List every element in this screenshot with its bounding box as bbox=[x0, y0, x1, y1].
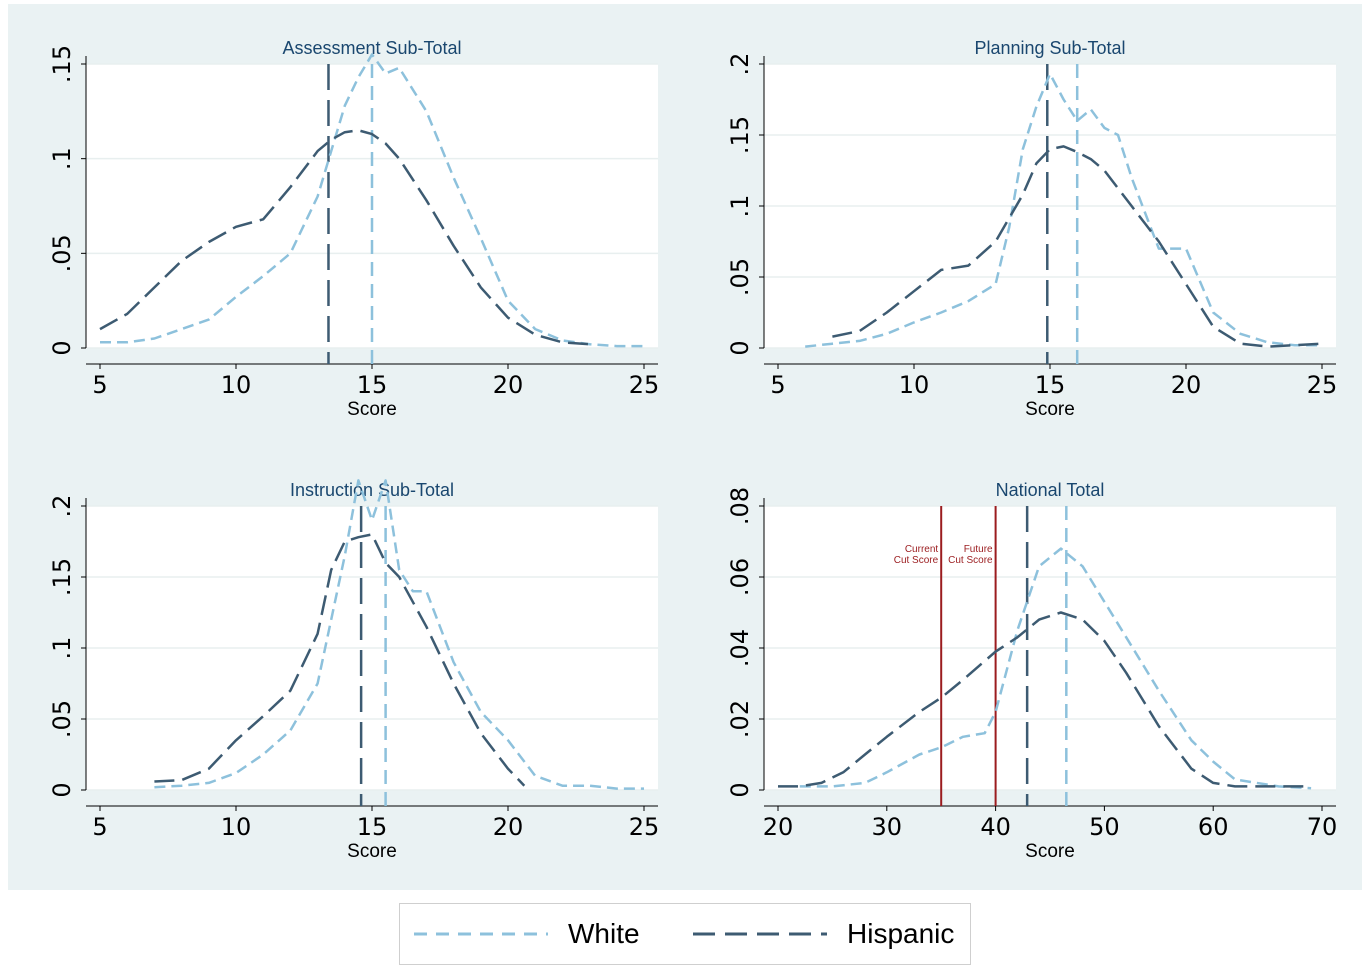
x-tick-label: 15 bbox=[357, 813, 388, 841]
x-tick-label: 10 bbox=[221, 371, 252, 399]
chart-assessment-subtotal: 0 .05 .1 .15 5 10 15 20 25 Assessment Sub-Total Sc… bbox=[48, 38, 660, 420]
x-tick-label: 20 bbox=[493, 371, 524, 399]
y-tick-label: .15 bbox=[726, 116, 754, 154]
x-axis-label: Score bbox=[347, 841, 397, 862]
chart-title: Instruction Sub-Total bbox=[290, 480, 454, 500]
series-hispanic bbox=[99, 129, 590, 346]
x-tick-label: 15 bbox=[1035, 371, 1066, 399]
y-tick-label: 0 bbox=[726, 782, 754, 797]
cut-score-label: Cut Score bbox=[948, 555, 993, 566]
cut-score-label: Future bbox=[964, 544, 993, 555]
x-tick-label: 60 bbox=[1198, 813, 1229, 841]
chart-planning-subtotal: 0 .05 .1 .15 .2 5 10 15 20 25 Planning Sub-Total Sc… bbox=[726, 38, 1338, 420]
x-tick-label: 25 bbox=[629, 371, 660, 399]
series-hispanic bbox=[778, 611, 1312, 788]
chart-national-total: 0 .02 .04 .06 .08 20 30 40 50 60 70 National Total S… bbox=[726, 480, 1338, 862]
chart-title: National Total bbox=[996, 480, 1105, 500]
legend: White Hispanic bbox=[399, 903, 971, 965]
x-tick-label: 10 bbox=[899, 371, 930, 399]
x-tick-label: 20 bbox=[493, 813, 524, 841]
y-tick-label: .1 bbox=[48, 147, 76, 170]
y-tick-label: .04 bbox=[726, 629, 754, 667]
x-tick-label: 5 bbox=[770, 371, 785, 399]
y-tick-label: 0 bbox=[48, 340, 76, 355]
legend-swatch-hispanic bbox=[693, 932, 827, 936]
x-tick-label: 25 bbox=[629, 813, 660, 841]
legend-swatch-white bbox=[414, 932, 548, 936]
y-tick-label: 0 bbox=[48, 782, 76, 797]
x-tick-label: 50 bbox=[1089, 813, 1120, 841]
y-tick-label: .08 bbox=[726, 487, 754, 525]
legend-item-hispanic: Hispanic bbox=[693, 904, 954, 964]
x-axis-label: Score bbox=[1025, 399, 1075, 420]
chart-instruction-subtotal: 0 .05 .1 .15 .2 5 10 15 20 25 Instruction Sub-Tota… bbox=[48, 479, 660, 862]
x-tick-label: 40 bbox=[980, 813, 1011, 841]
y-tick-label: .05 bbox=[48, 700, 76, 738]
series-hispanic bbox=[154, 533, 526, 787]
x-axis-label: Score bbox=[1025, 841, 1075, 862]
x-tick-label: 20 bbox=[763, 813, 794, 841]
y-tick-label: .2 bbox=[726, 53, 754, 76]
cut-score-label: Cut Score bbox=[894, 555, 939, 566]
legend-label-hispanic: Hispanic bbox=[847, 918, 955, 949]
series-white bbox=[799, 547, 1312, 790]
y-tick-label: .2 bbox=[48, 495, 76, 518]
x-tick-label: 15 bbox=[357, 371, 388, 399]
series-white bbox=[100, 53, 644, 348]
x-tick-label: 25 bbox=[1307, 371, 1338, 399]
y-tick-label: .05 bbox=[726, 258, 754, 296]
x-tick-label: 70 bbox=[1307, 813, 1338, 841]
series-hispanic bbox=[832, 145, 1323, 348]
series-white bbox=[154, 479, 644, 790]
y-tick-label: 0 bbox=[726, 340, 754, 355]
cut-score-label: Current bbox=[905, 544, 939, 555]
y-tick-label: .15 bbox=[48, 558, 76, 596]
y-tick-label: .05 bbox=[48, 234, 76, 272]
y-tick-label: .06 bbox=[726, 558, 754, 596]
legend-item-white: White bbox=[414, 904, 640, 964]
y-tick-label: .02 bbox=[726, 700, 754, 738]
x-tick-label: 5 bbox=[92, 813, 107, 841]
x-axis-label: Score bbox=[347, 399, 397, 420]
legend-label-white: White bbox=[568, 918, 640, 949]
x-tick-label: 10 bbox=[221, 813, 252, 841]
x-tick-label: 5 bbox=[92, 371, 107, 399]
x-tick-label: 20 bbox=[1171, 371, 1202, 399]
y-tick-label: .15 bbox=[48, 45, 76, 83]
x-tick-label: 30 bbox=[872, 813, 903, 841]
chart-title: Planning Sub-Total bbox=[974, 38, 1125, 58]
y-tick-label: .1 bbox=[48, 637, 76, 660]
series-white bbox=[805, 72, 1322, 348]
y-tick-label: .1 bbox=[726, 195, 754, 218]
chart-title: Assessment Sub-Total bbox=[282, 38, 461, 58]
